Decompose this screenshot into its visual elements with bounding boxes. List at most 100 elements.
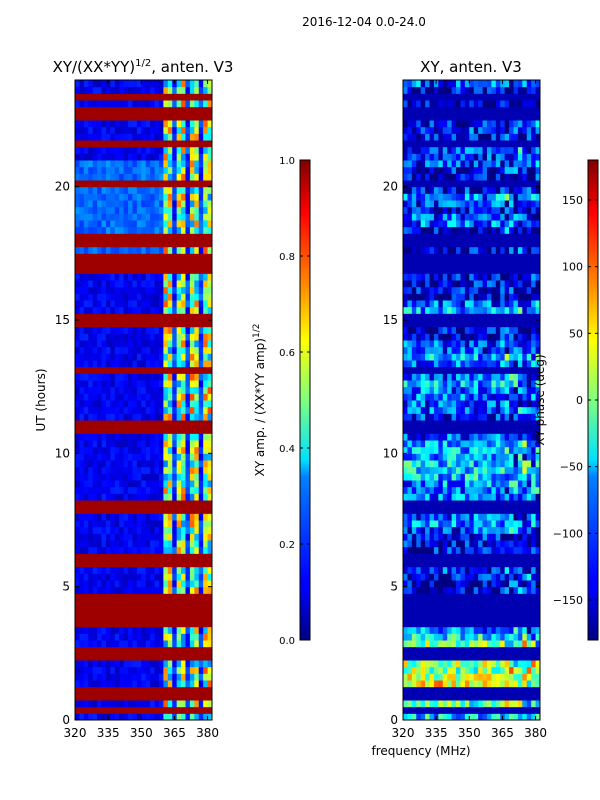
amplitude-cell [110,240,116,248]
phase-cell [407,593,413,601]
amplitude-cell [88,493,94,501]
phase-cell [403,380,408,388]
phase-cell [473,633,479,641]
amplitude-cell [114,186,120,194]
phase-cell [403,326,408,334]
amplitude-cell [181,580,186,588]
phase-cell [486,313,492,321]
phase-cell [522,713,528,721]
amplitude-cell [181,433,186,441]
amplitude-cell [198,233,204,241]
amplitude-cell [97,560,103,568]
amplitude-cell [114,713,120,721]
phase-cell [509,653,514,661]
phase-cell [429,640,435,648]
amplitude-cell [181,233,186,241]
amplitude-cell [97,166,103,174]
phase-cell [420,493,426,501]
amplitude-cell [97,260,103,268]
amplitude-cell [167,700,173,708]
amplitude-cell [189,240,195,248]
phase-cell [535,486,541,494]
amplitude-cell [176,426,182,434]
phase-cell [438,440,444,448]
phase-cell [482,633,488,641]
amplitude-cell [167,626,173,634]
amplitude-cell [150,373,156,381]
phase-cell [411,320,417,328]
amplitude-cell [88,386,94,394]
phase-cell [473,560,479,568]
phase-cell [451,640,457,648]
phase-cell [416,426,422,434]
phase-cell [517,500,523,508]
amplitude-cell [97,533,103,541]
amplitude-cell [132,120,138,128]
phase-cell [535,700,541,708]
amplitude-cell [101,453,107,461]
amplitude-cell [136,273,142,281]
amplitude-cell [132,80,138,88]
amplitude-cell [154,400,160,408]
amplitude-cell [101,220,107,228]
amplitude-cell [128,240,133,248]
amplitude-cell [207,480,213,488]
phase-cell [478,593,484,601]
amplitude-cell [123,333,129,341]
phase-cell [517,400,523,408]
amplitude-cell [79,593,85,601]
amplitude-cell [141,126,147,134]
amplitude-cell [189,213,195,221]
amplitude-cell [203,333,209,341]
phase-cell [420,373,426,381]
amplitude-cell [97,440,103,448]
phase-cell [491,640,497,648]
phase-cell [438,700,444,708]
phase-cell [451,400,457,408]
phase-cell [495,566,501,574]
amplitude-cell [110,160,116,168]
amplitude-cell [172,500,178,508]
amplitude-cell [132,540,138,548]
amplitude-cell [75,280,80,288]
phase-cell [486,346,492,354]
amplitude-cell [119,200,125,208]
phase-cell [460,626,466,634]
amplitude-cell [79,453,85,461]
amplitude-cell [101,406,107,414]
amplitude-cell [181,420,186,428]
amplitude-cell [145,546,151,554]
phase-cell [491,633,497,641]
phase-cell [531,466,537,474]
amplitude-cell [136,646,142,654]
amplitude-cell [176,566,182,574]
phase-cell [482,373,488,381]
phase-cell [473,706,479,714]
phase-cell [464,460,470,468]
phase-cell [500,353,506,361]
phase-cell [491,600,497,608]
amplitude-cell [92,280,98,288]
phase-cell [522,306,528,314]
amplitude-cell [176,233,182,241]
phase-cell [438,373,444,381]
amplitude-cell [123,213,129,221]
phase-cell [438,386,444,394]
amplitude-cell [101,700,107,708]
amplitude-cell [194,240,200,248]
amplitude-cell [141,473,147,481]
amplitude-cell [123,366,129,374]
amplitude-cell [198,406,204,414]
phase-cell [517,606,523,614]
amplitude-cell [114,180,120,188]
phase-cell [526,306,532,314]
amplitude-cell [189,506,195,514]
phase-cell [509,593,514,601]
phase-cell [482,640,488,648]
amplitude-cell [167,93,173,101]
amplitude-cell [136,180,142,188]
phase-cell [456,700,461,708]
amplitude-cell [189,306,195,314]
amplitude-cell [101,146,107,154]
amplitude-cell [203,360,209,368]
